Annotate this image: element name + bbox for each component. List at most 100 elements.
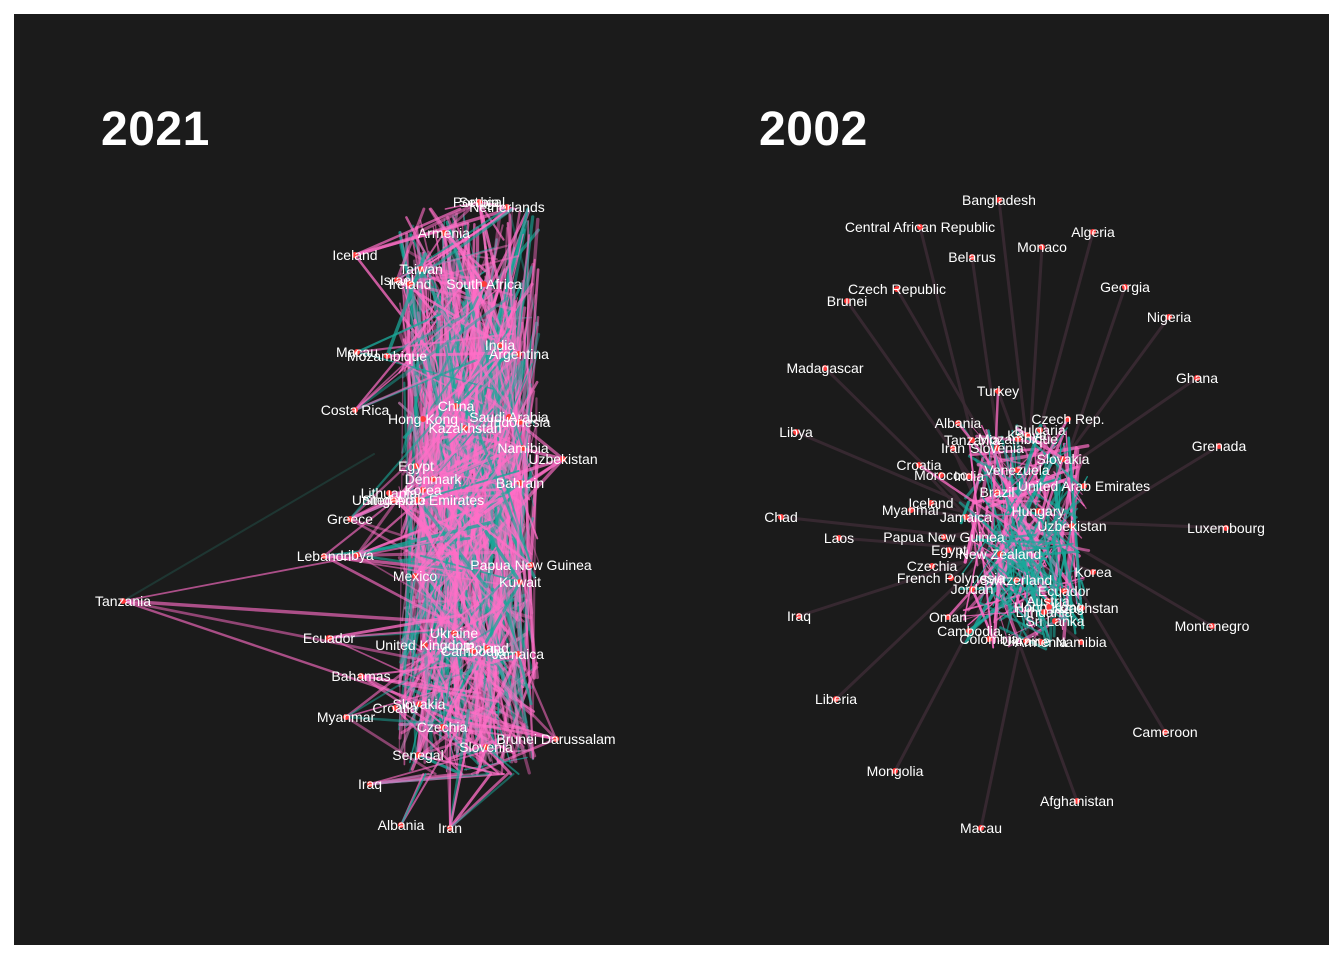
node-label: Namibia bbox=[1055, 634, 1107, 650]
network-edge bbox=[963, 514, 978, 564]
node-dot bbox=[1209, 623, 1215, 629]
node-dot bbox=[343, 714, 349, 720]
node-dot bbox=[515, 651, 521, 657]
node-label: Czech Rep. bbox=[1031, 411, 1104, 427]
network-node: Slovakia bbox=[1037, 451, 1090, 467]
node-label: Armenia bbox=[418, 225, 470, 241]
network-edge bbox=[448, 722, 473, 830]
network-node: Montenegro bbox=[1175, 618, 1250, 634]
network-node: Uzbekistan bbox=[528, 451, 597, 467]
node-dot bbox=[553, 736, 559, 742]
node-label: Mexico bbox=[393, 568, 438, 584]
network-node: Egypt bbox=[398, 458, 434, 474]
network-edge bbox=[395, 207, 426, 282]
panel-title-2002: 2002 bbox=[759, 103, 868, 156]
node-dot bbox=[1216, 443, 1222, 449]
network-edge bbox=[485, 746, 520, 775]
network-edge bbox=[353, 253, 436, 360]
node-dot bbox=[413, 463, 419, 469]
network-node: United Kingdom bbox=[375, 637, 475, 653]
network-node: Mozambique bbox=[347, 348, 427, 364]
network-edge bbox=[513, 473, 522, 584]
node-label: Armenia bbox=[1015, 634, 1067, 650]
network-edge bbox=[394, 707, 504, 775]
network-node: Taiwan bbox=[399, 261, 443, 277]
network-node: Jamaica bbox=[940, 509, 992, 525]
node-label: Lithuania bbox=[1016, 604, 1073, 620]
node-label: Namibia bbox=[497, 440, 549, 456]
network-node: Costa Rica bbox=[321, 402, 390, 418]
node-dot bbox=[326, 635, 332, 641]
network-edge bbox=[448, 772, 515, 830]
network-edge bbox=[498, 497, 533, 567]
network-node: Egypt bbox=[931, 542, 967, 558]
node-dot bbox=[1090, 229, 1096, 235]
node-label: Korea bbox=[404, 482, 442, 498]
network-node: Madagascar bbox=[786, 360, 863, 376]
node-label: Croatia bbox=[896, 457, 941, 473]
network-node: Myanmar bbox=[882, 502, 941, 518]
network-node: Iran bbox=[941, 440, 965, 456]
network-edge bbox=[400, 715, 467, 826]
node-label: Venezuela bbox=[984, 462, 1050, 478]
node-label: Greece bbox=[327, 511, 373, 527]
network-edge bbox=[424, 392, 434, 651]
node-dot bbox=[969, 437, 975, 443]
node-dot bbox=[516, 351, 522, 357]
node-label: Albania bbox=[935, 415, 982, 431]
network-edge bbox=[1015, 426, 1086, 491]
node-dot bbox=[969, 586, 975, 592]
network-edge bbox=[355, 471, 453, 557]
node-dot bbox=[1162, 729, 1168, 735]
node-label: India bbox=[485, 337, 516, 353]
network-edge bbox=[1067, 436, 1084, 630]
node-label: Denmark bbox=[405, 471, 463, 487]
network-edge bbox=[992, 376, 1199, 520]
network-edge bbox=[471, 737, 558, 776]
node-label: Montenegro bbox=[1175, 618, 1250, 634]
network-edge bbox=[455, 343, 502, 373]
network-edge bbox=[1014, 570, 1077, 628]
network-edge bbox=[408, 207, 514, 286]
node-dot bbox=[497, 342, 503, 348]
node-label: Taiwan bbox=[399, 261, 443, 277]
node-label: Ecuador bbox=[303, 630, 355, 646]
node-dot bbox=[946, 547, 952, 553]
node-label: Hong Kong bbox=[388, 411, 458, 427]
network-edge bbox=[1037, 550, 1080, 556]
node-label: Liberia bbox=[815, 691, 857, 707]
network-node: Croatia bbox=[372, 700, 417, 716]
node-dot bbox=[407, 281, 413, 287]
panel-2002-nodes: Bangladesh Central African Republic Algeri… bbox=[764, 192, 1265, 836]
network-edge bbox=[506, 396, 521, 484]
network-edge bbox=[992, 542, 1074, 558]
node-dot bbox=[520, 445, 526, 451]
node-dot bbox=[1078, 639, 1084, 645]
network-node: India bbox=[954, 468, 985, 484]
node-dot bbox=[1015, 436, 1021, 442]
node-dot bbox=[1061, 588, 1067, 594]
node-label: Hong Kong bbox=[1014, 599, 1084, 615]
node-dot bbox=[358, 673, 364, 679]
node-dot bbox=[441, 230, 447, 236]
network-node: Denmark bbox=[405, 471, 463, 487]
node-label: Senegal bbox=[392, 747, 443, 763]
node-dot bbox=[451, 630, 457, 636]
network-node: Sri Lanka bbox=[1025, 613, 1084, 629]
network-edge bbox=[417, 702, 464, 723]
node-dot bbox=[1166, 314, 1172, 320]
network-edge bbox=[327, 613, 463, 640]
node-dot bbox=[822, 365, 828, 371]
network-edge bbox=[946, 515, 1039, 619]
node-label: Cambodia bbox=[937, 623, 1001, 639]
node-label: Macau bbox=[960, 820, 1002, 836]
node-dot bbox=[1074, 798, 1080, 804]
network-node: Poland bbox=[465, 640, 509, 656]
node-dot bbox=[997, 551, 1003, 557]
node-dot bbox=[506, 414, 512, 420]
network-edge bbox=[444, 345, 458, 408]
network-edge bbox=[409, 255, 520, 285]
node-dot bbox=[415, 497, 421, 503]
node-dot bbox=[1041, 609, 1047, 615]
network-figure: SerbiaPortugalNetherlandsArmeniaIcelandT… bbox=[14, 14, 1329, 945]
